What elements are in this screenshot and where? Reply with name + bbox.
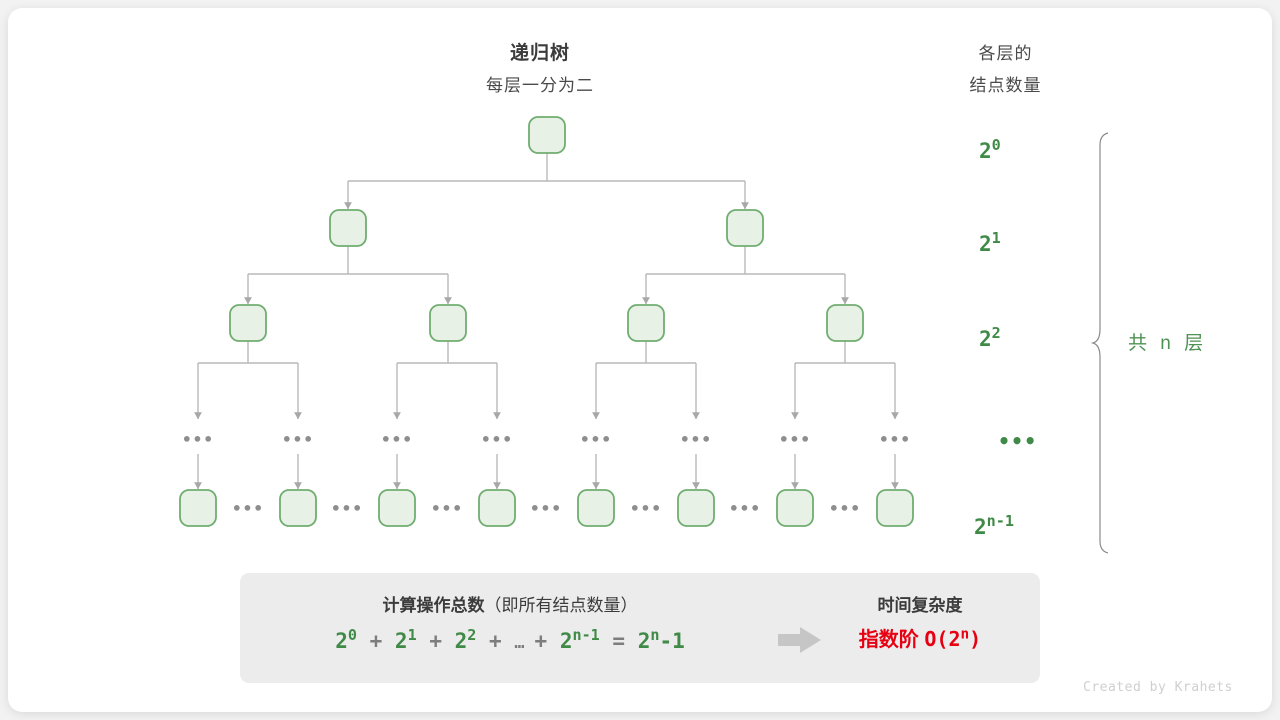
leaf-gap-ellipsis-6: ••• [829, 499, 861, 518]
formula-ellipsis: … [514, 632, 535, 652]
credit-label: Created by Krahets [1083, 680, 1233, 695]
tree-node-l2-0 [229, 304, 267, 342]
tree-leaf-node-5 [677, 489, 715, 527]
formula-operator: = [599, 629, 638, 653]
tree-ellipsis-l3-7: ••• [879, 430, 911, 449]
tree-node-l1-1 [726, 209, 764, 247]
tree-leaf-node-3 [478, 489, 516, 527]
formula-operator: + [416, 629, 455, 653]
level-count-1: 21 [979, 229, 1001, 256]
right-arrow-icon [778, 627, 821, 653]
complexity-order-label: 指数阶 [858, 629, 919, 651]
tree-node-l1-0 [329, 209, 367, 247]
formula-operator: + [356, 629, 395, 653]
summary-title-rest: （即所有结点数量） [484, 596, 638, 615]
level-count-2: 22 [979, 324, 1001, 351]
diagram-card: 递归树 每层一分为二 各层的 结点数量 ••• ••• ••• ••• ••• ••• ••… [8, 8, 1272, 712]
level-count-ellipsis: ••• [998, 429, 1038, 453]
formula-term: 22 [454, 626, 477, 653]
recursion-tree-graphic: ••• ••• ••• ••• ••• ••• ••• ••• ••• ••• ••• ••• ••• •… [179, 116, 1109, 554]
tree-leaf-node-2 [378, 489, 416, 527]
complexity-value: 指数阶 O(2n) [800, 623, 1040, 652]
tree-leaf-node-4 [577, 489, 615, 527]
tree-ellipsis-l3-5: ••• [680, 430, 712, 449]
tree-ellipsis-l3-1: ••• [282, 430, 314, 449]
formula-term: 21 [394, 626, 417, 653]
tree-node-l2-1 [429, 304, 467, 342]
tree-node-l2-2 [627, 304, 665, 342]
tree-leaf-node-6 [776, 489, 814, 527]
page-subtitle: 每层一分为二 [486, 76, 594, 95]
tree-ellipsis-l3-4: ••• [580, 430, 612, 449]
leaf-gap-ellipsis-5: ••• [729, 499, 761, 518]
tree-ellipsis-l3-2: ••• [381, 430, 413, 449]
formula-term: 2n-1 [559, 626, 600, 653]
tree-leaf-node-1 [279, 489, 317, 527]
levels-brace [1090, 132, 1109, 554]
right-column-header-line1: 各层的 [978, 44, 1033, 63]
leaf-gap-ellipsis-2: ••• [431, 499, 463, 518]
level-count-0: 20 [979, 136, 1001, 163]
summary-formula: 20 + 21 + 22 + … + 2n-1 = 2n-1 [240, 626, 780, 653]
leaf-gap-ellipsis-4: ••• [630, 499, 662, 518]
tree-node-l0-0 [528, 116, 566, 154]
tree-ellipsis-l3-6: ••• [779, 430, 811, 449]
leaf-gap-ellipsis-1: ••• [331, 499, 363, 518]
leaf-gap-ellipsis-0: ••• [232, 499, 264, 518]
complexity-title: 时间复杂度 [877, 596, 963, 615]
tree-ellipsis-l3-3: ••• [481, 430, 513, 449]
level-count-last: 2n-1 [974, 512, 1014, 539]
formula-term: 2n-1 [637, 626, 685, 653]
summary-panel: 计算操作总数（即所有结点数量） 20 + 21 + 22 + … + 2n-1 … [240, 573, 1040, 683]
total-levels-label: 共 n 层 [1128, 333, 1208, 354]
formula-operator: + [476, 629, 515, 653]
tree-ellipsis-l3-0: ••• [182, 430, 214, 449]
formula-term: 20 [335, 626, 357, 653]
complexity-expression: O(2n) [924, 626, 982, 651]
leaf-gap-ellipsis-3: ••• [530, 499, 562, 518]
tree-leaf-node-0 [179, 489, 217, 527]
summary-title-bold: 计算操作总数 [382, 596, 485, 615]
right-column-header-line2: 结点数量 [969, 76, 1042, 95]
summary-title: 计算操作总数（即所有结点数量） [240, 591, 780, 616]
tree-leaf-node-7 [876, 489, 914, 527]
tree-node-l2-3 [826, 304, 864, 342]
formula-operator: + [534, 629, 560, 653]
page-title: 递归树 [509, 43, 570, 64]
